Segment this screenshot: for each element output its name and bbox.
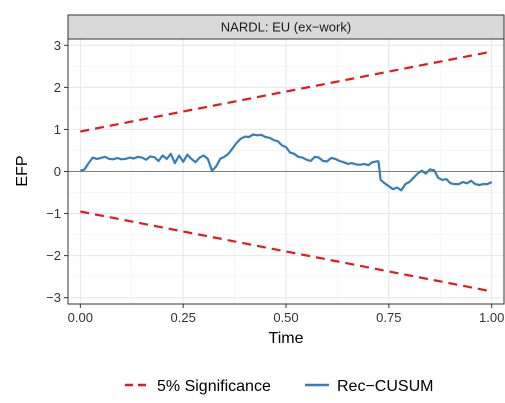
x-axis-ticks: 0.00 0.25 0.50 0.75 1.00 bbox=[68, 304, 504, 325]
y-tick-label: −3 bbox=[46, 290, 61, 305]
facet-label: NARDL: EU (ex−work) bbox=[221, 20, 351, 35]
y-axis-ticks: −3 −2 −1 0 1 2 3 bbox=[46, 38, 68, 305]
y-tick-label: 1 bbox=[54, 122, 61, 137]
x-tick-label: 0.00 bbox=[68, 310, 93, 325]
y-tick-label: −2 bbox=[46, 248, 61, 263]
lower-significance-line bbox=[80, 210, 492, 293]
x-tick-label: 0.25 bbox=[171, 310, 196, 325]
y-tick-label: 3 bbox=[54, 38, 61, 53]
y-tick-label: 0 bbox=[54, 164, 61, 179]
y-tick-label: −1 bbox=[46, 206, 61, 221]
y-axis-title: EFP bbox=[14, 155, 31, 186]
x-tick-label: 1.00 bbox=[479, 310, 504, 325]
x-axis-title: Time bbox=[269, 330, 304, 347]
legend-label-cusum: Rec−CUSUM bbox=[337, 378, 433, 395]
legend: 5% Significance Rec−CUSUM bbox=[125, 378, 433, 395]
legend-label-significance: 5% Significance bbox=[157, 378, 271, 395]
series-layer bbox=[79, 50, 493, 293]
facet-strip bbox=[67, 14, 505, 40]
upper-significance-line bbox=[80, 50, 492, 133]
x-tick-label: 0.50 bbox=[273, 310, 298, 325]
rec-cusum-line bbox=[79, 133, 493, 192]
x-tick-label: 0.75 bbox=[376, 310, 401, 325]
y-tick-label: 2 bbox=[54, 80, 61, 95]
